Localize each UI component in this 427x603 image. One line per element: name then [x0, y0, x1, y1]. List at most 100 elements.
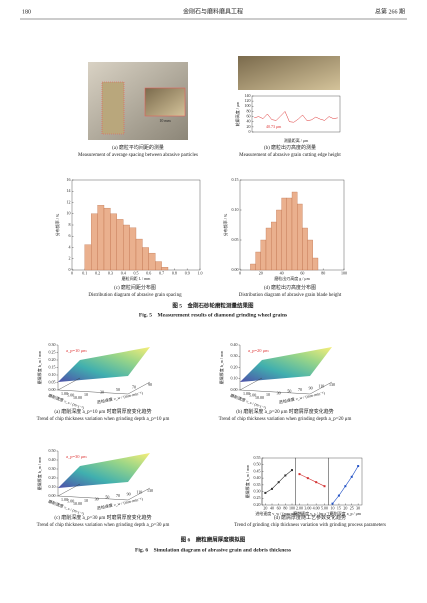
- y-tick-label: 0.55: [254, 455, 261, 460]
- data-point: [323, 485, 326, 488]
- caption-cn: (b) 磨削深度 a_p=20 μm 时磨屑厚度变化趋势: [236, 408, 333, 415]
- y-tick-label: 100: [245, 103, 251, 108]
- x-tick-label: 50: [105, 495, 109, 500]
- y-tick-label: 5.00: [249, 393, 256, 398]
- histogram-bar: [142, 247, 149, 271]
- histogram-bar: [297, 203, 303, 271]
- x-axis-label: 磨粒出刃高度 g / μm: [274, 275, 310, 281]
- data-point: [306, 477, 309, 480]
- x-tick-label: 0.1: [82, 270, 87, 275]
- figure-caption-cn: 图 6 磨粒磨屑厚度模拟图: [181, 535, 246, 543]
- y-tick-label: 0.15: [232, 177, 239, 182]
- x-tick-label: 30: [100, 389, 104, 394]
- x-axis-label: 磨削深度 a_p / μm: [330, 510, 362, 516]
- z-tick-label: 0.25: [49, 349, 56, 354]
- surface: [58, 347, 150, 382]
- x-tick-label: 10: [84, 498, 88, 503]
- y-axis-label: 分布频率 / %: [54, 213, 60, 236]
- caption-cn: (c) 磨削深度 a_p=30 μm 时磨屑厚度变化趋势: [54, 514, 151, 521]
- y-axis-label: 分布频率 / %: [222, 213, 228, 236]
- caption-en: Trend of chip thickness variation when g…: [37, 523, 170, 528]
- caption-en: Trend of chip thickness variation when g…: [37, 417, 170, 422]
- x-tick-label: 3.00: [304, 505, 311, 510]
- y-tick-label: 16: [67, 177, 71, 182]
- x-tick-label: 70: [132, 384, 136, 389]
- histogram-bar: [110, 213, 117, 271]
- x-axis-label: 测量距离 / μm: [284, 137, 309, 143]
- data-line: [299, 473, 325, 487]
- caption-cn: (d) 磨粒出刃高度分布图: [264, 284, 316, 291]
- y-tick-label: 1.00: [61, 391, 68, 396]
- x-tick-label: 70: [298, 387, 302, 392]
- z-tick-label: 0.20: [49, 475, 56, 480]
- x-tick-label: 80: [321, 270, 325, 275]
- x-tick-label: 20: [343, 505, 347, 510]
- x-tick-label: 60: [277, 505, 281, 510]
- y-tick-label: 8: [69, 222, 71, 227]
- x-tick-label: 0: [239, 270, 241, 275]
- y-tick-label: 140: [245, 93, 251, 98]
- x-tick-label: 90: [309, 385, 313, 390]
- y-tick-label: 0.25: [254, 495, 261, 500]
- x-tick-label: 110: [136, 490, 142, 495]
- x-tick-label: 40: [270, 505, 274, 510]
- caption-en: Distribution diagram of abrasive grain s…: [88, 293, 182, 298]
- histogram-bar: [307, 239, 313, 271]
- z-tick-label: 0.40: [49, 457, 56, 462]
- z-tick-label: 0.10: [231, 376, 238, 381]
- x-tick-label: 130: [147, 488, 153, 493]
- annotation: 40.73 μm: [266, 124, 282, 129]
- x-tick-label: 0.3: [108, 270, 113, 275]
- x-tick-label: 10: [266, 392, 270, 397]
- x-tick-label: 30: [356, 505, 360, 510]
- annotation: a_p=10 μm: [66, 348, 87, 353]
- x-tick-label: 0.7: [159, 270, 164, 275]
- z-tick-label: 0.30: [49, 342, 56, 347]
- z-tick-label: 0.30: [49, 466, 56, 471]
- issue: 总第 266 期: [375, 7, 405, 15]
- histogram-bar: [103, 207, 111, 271]
- z-tick-label: 0.00: [49, 387, 56, 392]
- data-point: [271, 487, 273, 490]
- x-tick-label: 130: [329, 382, 335, 387]
- data-point: [264, 491, 267, 494]
- data-point: [298, 473, 301, 476]
- z-tick-label: 0.20: [231, 364, 238, 369]
- z-tick-label: 0.10: [49, 372, 56, 377]
- photo-grains: [238, 56, 340, 90]
- y-tick-label: 60: [247, 113, 251, 118]
- x-tick-label: 0.2: [95, 270, 100, 275]
- caption-cn: (a) 磨削深度 a_p=10 μm 时磨屑厚度变化趋势: [54, 408, 151, 415]
- x-tick-label: 20: [259, 270, 263, 275]
- histogram-bar: [271, 221, 277, 271]
- z-tick-label: 0.30: [231, 353, 238, 358]
- y-tick-label: 80: [247, 108, 251, 113]
- journal-name: 金刚石与磨料磨具工程: [183, 7, 243, 15]
- page-number: 180: [22, 9, 31, 15]
- histogram-bar: [148, 252, 156, 271]
- data-point: [331, 502, 334, 505]
- caption-cn: (c) 磨粒间距分布图: [114, 284, 156, 291]
- x-tick-label: 10: [331, 505, 335, 510]
- z-axis-label: 磨屑厚度 h_m / mm: [218, 350, 224, 384]
- y-tick-label: 0: [69, 267, 71, 272]
- histogram-bar: [255, 251, 261, 271]
- y-tick-label: 6: [69, 233, 71, 238]
- x-tick-label: 1.0: [198, 270, 203, 275]
- x-tick-label: 2.00: [296, 505, 303, 510]
- x-axis-label: 进给速度 v_w / (mm·min⁻¹): [255, 510, 302, 516]
- histogram-bar: [135, 238, 143, 271]
- data-point: [350, 475, 353, 478]
- z-axis-label: 磨屑厚度 h_m / mm: [36, 350, 42, 384]
- x-axis-label: 磨粒间距 L / mm: [122, 275, 152, 281]
- x-tick-label: 0.6: [146, 270, 151, 275]
- histogram-bar: [265, 227, 272, 271]
- z-tick-label: 0.40: [231, 342, 238, 347]
- histogram-bar: [281, 197, 287, 271]
- x-tick-label: 10: [84, 392, 88, 397]
- z-tick-label: 0.15: [49, 364, 56, 369]
- x-tick-label: 25: [350, 505, 354, 510]
- x-tick-label: 0.8: [172, 270, 177, 275]
